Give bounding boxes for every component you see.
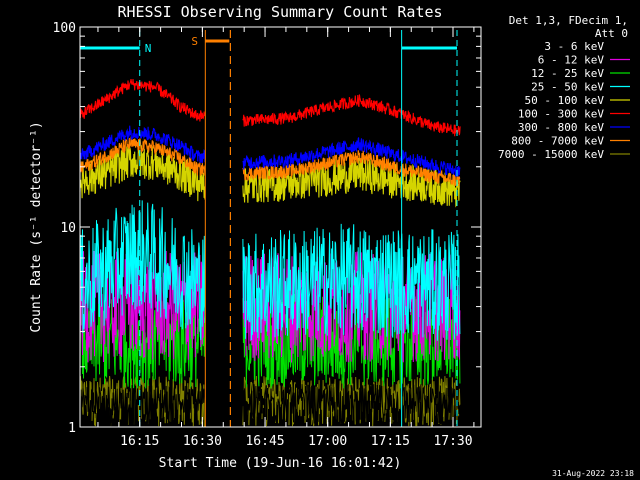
x-tick-label: 17:15 — [371, 434, 410, 449]
series-50-100kev — [79, 144, 461, 208]
x-tick-label: 16:15 — [120, 434, 159, 449]
legend-label: 300 - 800 keV — [518, 121, 604, 134]
legend-header-line: Att 0 — [595, 27, 628, 40]
series-line-segment-2 — [242, 383, 461, 427]
x-axis-label: Start Time (19-Jun-16 16:01:42) — [159, 456, 402, 471]
series-line-segment-2 — [242, 94, 461, 137]
series-line-segment-2 — [242, 156, 461, 208]
night-label: N — [145, 42, 152, 55]
series-3-6kev — [79, 383, 461, 428]
footer-date: 31-Aug-2022 23:18 — [552, 469, 634, 478]
y-tick-label-10: 10 — [60, 221, 76, 236]
series-100-300kev — [79, 78, 461, 137]
legend-header-line: Det 1,3, FDecim 1, — [509, 14, 628, 27]
y-axis-label: Count Rate (s⁻¹ detector⁻¹) — [29, 121, 44, 332]
series-line-segment-1 — [79, 136, 206, 177]
x-tick-label: 17:00 — [308, 434, 347, 449]
y-tick-label-1: 1 — [68, 421, 76, 436]
legend-label: 100 - 300 keV — [518, 108, 604, 121]
series-25-50kev — [79, 200, 461, 341]
legend-label: 12 - 25 keV — [531, 67, 604, 80]
x-tick-label: 16:30 — [183, 434, 222, 449]
chart-title: RHESSI Observing Summary Count Rates — [117, 3, 442, 21]
series-line-segment-2 — [242, 375, 461, 427]
series-line-segment-1 — [79, 250, 206, 363]
x-tick-label: 17:30 — [433, 434, 472, 449]
legend-label: 800 - 7000 keV — [511, 135, 604, 148]
legend-label: 50 - 100 keV — [525, 94, 605, 107]
series-line-segment-1 — [79, 384, 206, 428]
saa-label: S — [191, 35, 198, 48]
series-300-800kev — [79, 125, 461, 177]
legend-label: 6 - 12 keV — [538, 54, 605, 67]
legend-label: 25 - 50 keV — [531, 81, 604, 94]
series-800-7000kev — [79, 136, 461, 187]
series-line-segment-1 — [79, 144, 206, 202]
series-line-segment-2 — [242, 150, 461, 187]
legend-label: 3 - 6 keV — [544, 40, 604, 53]
legend-label: 7000 - 15000 keV — [498, 148, 604, 161]
plot-area: N S 1 10 100 16:15 16:30 16:45 17:00 17:15 17:30 — [53, 21, 482, 449]
x-tick-label: 16:45 — [245, 434, 284, 449]
series-line-segment-1 — [79, 200, 206, 341]
series-line-segment-2 — [242, 223, 461, 341]
series-line-segment-2 — [242, 137, 461, 177]
series-line-segment-1 — [79, 125, 206, 164]
series-line-segment-1 — [79, 78, 206, 122]
y-tick-label-100: 100 — [53, 21, 76, 36]
